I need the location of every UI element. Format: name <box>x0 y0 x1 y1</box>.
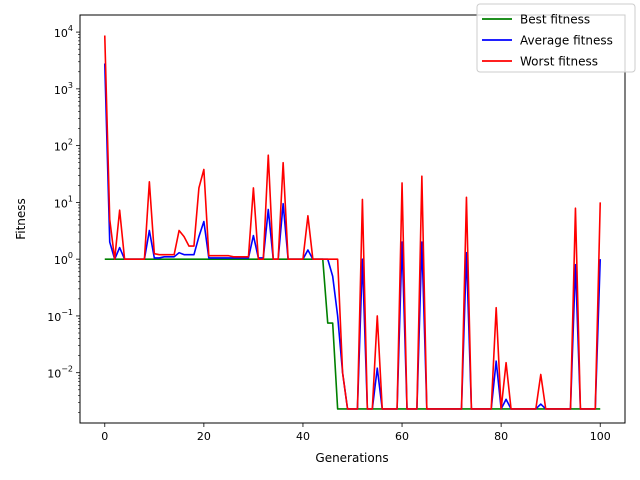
x-tick-label: 20 <box>197 430 211 443</box>
y-axis-ticks: 10−2 10−1 100 101 102 103 104 <box>47 24 80 413</box>
x-tick-label: 0 <box>101 430 108 443</box>
x-tick-label: 100 <box>590 430 611 443</box>
legend: Best fitness Average fitness Worst fitne… <box>476 3 636 73</box>
x-axis-label: Generations <box>315 451 388 465</box>
legend-label-worst: Worst fitness <box>520 55 598 69</box>
x-tick-label: 60 <box>395 430 409 443</box>
x-tick-label: 80 <box>494 430 508 443</box>
y-tick-label: 104 <box>54 24 73 40</box>
y-tick-label: 102 <box>54 138 73 154</box>
y-tick-label: 10−1 <box>47 308 73 324</box>
plot-frame <box>79 14 626 424</box>
y-axis-label: Fitness <box>14 198 28 240</box>
x-axis-ticks: 0 20 40 60 80 100 <box>101 423 611 443</box>
legend-label-average: Average fitness <box>520 34 613 48</box>
y-tick-label: 10−2 <box>47 365 73 381</box>
series-line-worst-fitness <box>103 35 602 410</box>
y-tick-label: 101 <box>54 194 73 210</box>
y-tick-label: 103 <box>54 81 73 97</box>
legend-box <box>476 3 636 73</box>
x-tick-label: 40 <box>296 430 310 443</box>
y-tick-label: 100 <box>54 251 73 267</box>
legend-label-best: Best fitness <box>520 13 590 27</box>
series-layer <box>103 35 602 410</box>
